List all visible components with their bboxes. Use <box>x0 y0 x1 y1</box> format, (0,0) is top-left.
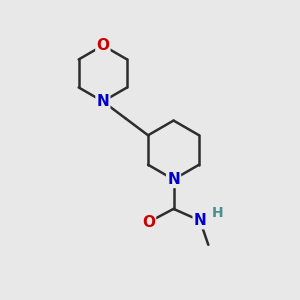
Text: O: O <box>96 38 110 53</box>
Text: N: N <box>97 94 109 109</box>
Text: N: N <box>194 213 206 228</box>
Text: O: O <box>142 214 155 230</box>
Text: H: H <box>211 206 223 220</box>
Text: N: N <box>167 172 180 187</box>
